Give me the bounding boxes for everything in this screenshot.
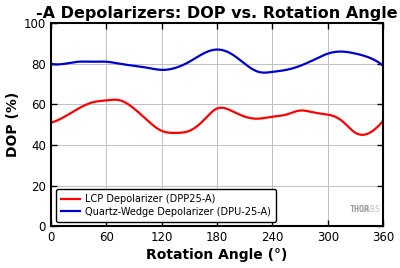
Quartz-Wedge Depolarizer (DPU-25-A) [48, 62, 53, 65]
LCP Depolarizer (DPP25-A) [107, 98, 112, 102]
LCP Depolarizer (DPP25-A) [299, 109, 304, 112]
LCP Depolarizer (DPP25-A) [112, 98, 117, 101]
Quartz-Wedge Depolarizer (DPU-25-A) [272, 70, 276, 73]
Line: Quartz-Wedge Depolarizer (DPU-25-A): Quartz-Wedge Depolarizer (DPU-25-A) [51, 50, 383, 73]
Y-axis label: DOP (%): DOP (%) [6, 92, 20, 157]
Quartz-Wedge Depolarizer (DPU-25-A) [215, 48, 220, 51]
Quartz-Wedge Depolarizer (DPU-25-A) [245, 64, 250, 67]
LCP Depolarizer (DPP25-A) [200, 121, 204, 124]
LCP Depolarizer (DPP25-A) [134, 109, 139, 113]
Title: -A Depolarizers: DOP vs. Rotation Angle: -A Depolarizers: DOP vs. Rotation Angle [36, 6, 398, 21]
Quartz-Wedge Depolarizer (DPU-25-A) [107, 61, 112, 64]
LCP Depolarizer (DPP25-A) [271, 115, 276, 118]
LCP Depolarizer (DPP25-A) [245, 116, 250, 119]
Quartz-Wedge Depolarizer (DPU-25-A) [300, 64, 305, 67]
Legend: LCP Depolarizer (DPP25-A), Quartz-Wedge Depolarizer (DPU-25-A): LCP Depolarizer (DPP25-A), Quartz-Wedge … [56, 189, 276, 222]
LCP Depolarizer (DPP25-A) [48, 121, 53, 124]
Text: THOR: THOR [350, 205, 370, 214]
LCP Depolarizer (DPP25-A) [381, 119, 386, 122]
Quartz-Wedge Depolarizer (DPU-25-A) [134, 65, 139, 68]
Line: LCP Depolarizer (DPP25-A): LCP Depolarizer (DPP25-A) [51, 100, 383, 135]
Quartz-Wedge Depolarizer (DPU-25-A) [381, 64, 386, 68]
Quartz-Wedge Depolarizer (DPU-25-A) [199, 53, 204, 56]
Quartz-Wedge Depolarizer (DPU-25-A) [262, 71, 267, 74]
Text: LABS: LABS [360, 205, 380, 214]
X-axis label: Rotation Angle (°): Rotation Angle (°) [146, 248, 288, 262]
LCP Depolarizer (DPP25-A) [360, 133, 365, 136]
